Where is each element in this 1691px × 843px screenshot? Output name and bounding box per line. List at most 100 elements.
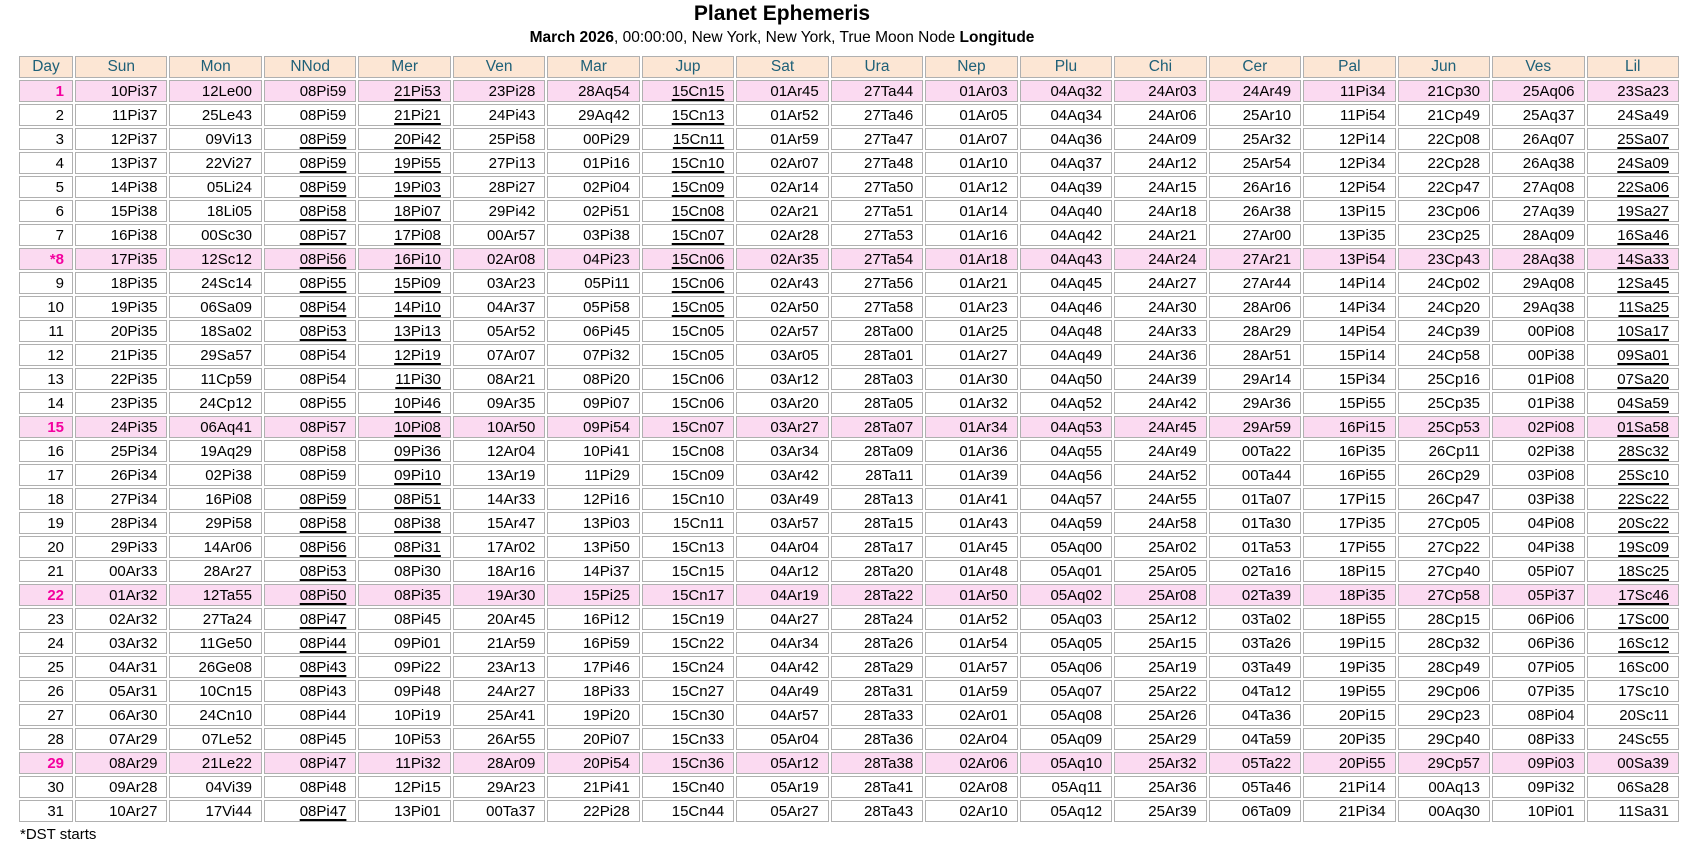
ephemeris-cell: 01Ar23	[925, 296, 1018, 318]
ephemeris-cell: 24Ar09	[1114, 128, 1207, 150]
ephemeris-cell: 00Pi08	[1492, 320, 1585, 342]
table-row: 27 06Ar30 24Cn10 08Pi44 10Pi19 25Ar41 19Pi20 15…	[19, 704, 1679, 726]
ephemeris-cell: 25Ar41	[452, 704, 546, 726]
ephemeris-cell: 25Aq37	[1492, 104, 1585, 126]
ephemeris-cell: 07Ar29	[75, 728, 168, 750]
ephemeris-cell: 16Pi38	[75, 224, 168, 246]
ephemeris-cell: 03Pi38	[1492, 488, 1585, 510]
ephemeris-cell: 21Pi21	[358, 104, 451, 126]
ephemeris-cell: 24Sc55	[1586, 728, 1679, 750]
ephemeris-cell: 05Ar27	[736, 800, 829, 822]
ephemeris-cell: 04Aq50	[1019, 368, 1113, 390]
ephemeris-cell: 15Cn24	[641, 656, 735, 678]
ephemeris-cell: 24Ar06	[1114, 104, 1207, 126]
table-row: 6 15Pi38 18Li05 08Pi58 18Pi07 29Pi42 02Pi51 15C…	[19, 200, 1679, 222]
ephemeris-cell: 15Cn13	[641, 104, 735, 126]
day-cell: 10	[19, 296, 73, 318]
ephemeris-cell: 15Cn40	[641, 776, 735, 798]
ephemeris-cell: 21Le22	[169, 752, 262, 774]
ephemeris-cell: 24Sa49	[1586, 104, 1679, 126]
ephemeris-cell: 02Pi38	[169, 464, 262, 486]
ephemeris-cell: 18Li05	[169, 200, 262, 222]
table-row: 14 23Pi35 24Cp12 08Pi55 10Pi46 09Ar35 09Pi07 15…	[19, 392, 1679, 414]
ephemeris-cell: 25Ar12	[1114, 608, 1207, 630]
ephemeris-cell: 16Pi15	[1303, 416, 1396, 438]
ephemeris-cell: 08Pi59	[263, 176, 357, 198]
ephemeris-cell: 19Pi35	[1303, 656, 1396, 678]
ephemeris-cell: 29Ar59	[1208, 416, 1302, 438]
ephemeris-cell: 23Sa23	[1586, 80, 1679, 102]
ephemeris-cell: 01Ta53	[1208, 536, 1302, 558]
ephemeris-cell: 05Ar19	[736, 776, 829, 798]
ephemeris-cell: 08Pi47	[263, 752, 357, 774]
ephemeris-cell: 11Sa31	[1586, 800, 1679, 822]
ephemeris-cell: 14Pi37	[547, 560, 640, 582]
ephemeris-cell: 25Ar29	[1114, 728, 1207, 750]
ephemeris-cell: 02Ar06	[925, 752, 1018, 774]
ephemeris-cell: 00Aq13	[1397, 776, 1491, 798]
ephemeris-cell: 25Pi58	[452, 128, 546, 150]
ephemeris-cell: 15Cn06	[641, 368, 735, 390]
ephemeris-cell: 08Pi20	[547, 368, 640, 390]
ephemeris-cell: 28Aq54	[547, 80, 640, 102]
ephemeris-cell: 25Ar36	[1114, 776, 1207, 798]
ephemeris-cell: 13Pi37	[75, 152, 168, 174]
ephemeris-cell: 27Pi34	[75, 488, 168, 510]
ephemeris-cell: 04Aq42	[1019, 224, 1113, 246]
ephemeris-cell: 02Ar32	[75, 608, 168, 630]
ephemeris-cell: 15Cn30	[641, 704, 735, 726]
ephemeris-cell: 24Ar39	[1114, 368, 1207, 390]
ephemeris-cell: 15Cn07	[641, 416, 735, 438]
ephemeris-cell: 17Sc00	[1586, 608, 1679, 630]
ephemeris-cell: 25Ar39	[1114, 800, 1207, 822]
ephemeris-cell: 05Ar04	[736, 728, 829, 750]
ephemeris-cell: 00Sc30	[169, 224, 262, 246]
ephemeris-cell: 05Ta22	[1208, 752, 1302, 774]
table-row: 25 04Ar31 26Ge08 08Pi43 09Pi22 23Ar13 17Pi46 15…	[19, 656, 1679, 678]
ephemeris-cell: 15Cn22	[641, 632, 735, 654]
ephemeris-cell: 00Ar33	[75, 560, 168, 582]
ephemeris-cell: 04Aq59	[1019, 512, 1113, 534]
ephemeris-cell: 21Pi53	[358, 80, 451, 102]
ephemeris-cell: 27Cp22	[1397, 536, 1491, 558]
ephemeris-cell: 18Pi33	[547, 680, 640, 702]
ephemeris-cell: 23Ar13	[452, 656, 546, 678]
ephemeris-cell: 28Cp49	[1397, 656, 1491, 678]
ephemeris-cell: 01Ar07	[925, 128, 1018, 150]
ephemeris-cell: 15Cn10	[641, 152, 735, 174]
ephemeris-cell: 24Ar18	[1114, 200, 1207, 222]
ephemeris-cell: 09Vi13	[169, 128, 262, 150]
ephemeris-cell: 21Cp30	[1397, 80, 1491, 102]
ephemeris-cell: 01Ar05	[925, 104, 1018, 126]
ephemeris-cell: 26Cp47	[1397, 488, 1491, 510]
ephemeris-cell: 08Pi48	[263, 776, 357, 798]
day-cell: 26	[19, 680, 73, 702]
ephemeris-cell: 24Ar42	[1114, 392, 1207, 414]
column-header-sat: Sat	[736, 56, 829, 78]
ephemeris-cell: 15Cn05	[641, 296, 735, 318]
ephemeris-cell: 25Cp53	[1397, 416, 1491, 438]
ephemeris-cell: 10Pi41	[547, 440, 640, 462]
ephemeris-cell: 29Cp57	[1397, 752, 1491, 774]
subtitle-middle: , 00:00:00, New York, New York, True Moo…	[614, 29, 960, 46]
ephemeris-cell: 07Le52	[169, 728, 262, 750]
ephemeris-cell: 02Ta39	[1208, 584, 1302, 606]
ephemeris-cell: 10Pi37	[75, 80, 168, 102]
ephemeris-cell: 03Ar27	[736, 416, 829, 438]
ephemeris-cell: 03Ar32	[75, 632, 168, 654]
ephemeris-cell: 14Ar33	[452, 488, 546, 510]
ephemeris-cell: 29Cp06	[1397, 680, 1491, 702]
day-cell: 3	[19, 128, 73, 150]
ephemeris-cell: 06Pi36	[1492, 632, 1585, 654]
ephemeris-cell: 12Pi14	[1303, 128, 1396, 150]
ephemeris-cell: 17Pi55	[1303, 536, 1396, 558]
title-block: Planet Ephemeris March 2026, 00:00:00, N…	[0, 2, 1564, 47]
ephemeris-cell: 05Aq12	[1019, 800, 1113, 822]
ephemeris-cell: 10Ar27	[75, 800, 168, 822]
ephemeris-cell: 08Pi54	[263, 296, 357, 318]
ephemeris-cell: 12Sc12	[169, 248, 262, 270]
ephemeris-cell: 02Ta16	[1208, 560, 1302, 582]
ephemeris-cell: 27Cp05	[1397, 512, 1491, 534]
ephemeris-cell: 01Pi08	[1492, 368, 1585, 390]
ephemeris-cell: 28Ta24	[830, 608, 924, 630]
